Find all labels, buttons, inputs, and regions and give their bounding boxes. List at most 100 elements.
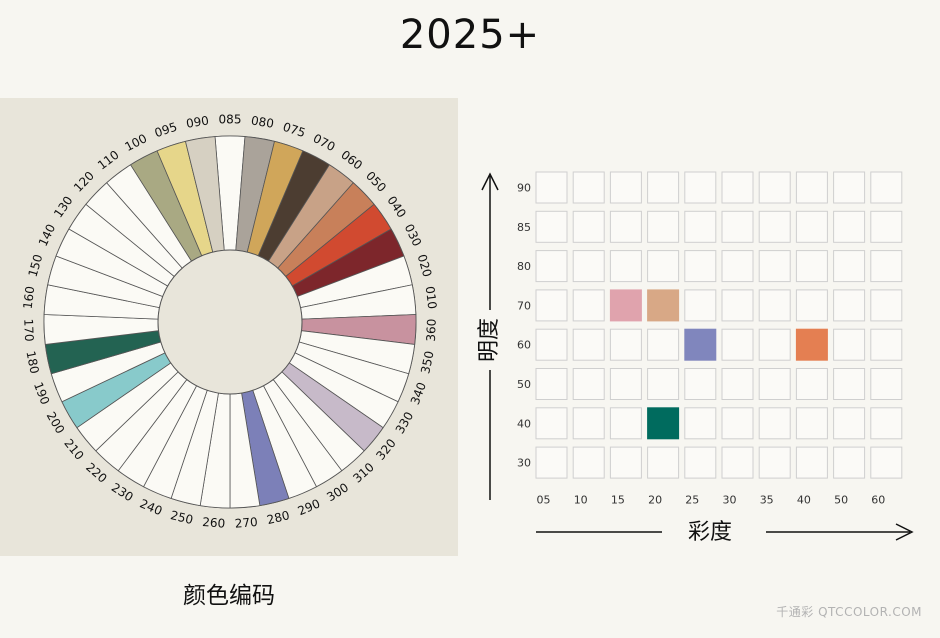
wheel-label-085: 085 [219,113,242,127]
matrix-cell [535,446,568,479]
wheel-label-210: 210 [61,436,86,463]
matrix-cell [833,328,866,361]
matrix-cell [609,210,642,243]
wheel-label-200: 200 [44,409,68,436]
matrix-cell [870,446,903,479]
matrix-cell [721,171,754,204]
matrix-cell [795,446,828,479]
wheel-label-340: 340 [408,380,429,406]
matrix-cell [721,446,754,479]
page-title: 2025+ [399,12,541,58]
x-tick-30: 30 [723,493,737,506]
x-tick-20: 20 [648,493,662,506]
wheel-label-190: 190 [31,380,52,406]
y-tick-80: 80 [517,260,531,273]
x-tick-50: 50 [834,493,848,506]
matrix-cell [572,407,605,440]
matrix-cell [833,289,866,322]
x-tick-40: 40 [797,493,811,506]
matrix-cell [721,250,754,283]
wheel-label-150: 150 [26,253,46,279]
wheel-label-120: 120 [71,169,97,195]
wheel-label-130: 130 [51,194,76,221]
matrix-cell [758,250,791,283]
wheel-label-320: 320 [373,436,398,463]
matrix-cell-filled [609,289,642,322]
matrix-cell [647,446,680,479]
matrix-cell [870,289,903,322]
matrix-cell [795,368,828,400]
wheel-label-220: 220 [83,460,109,486]
wheel-label-090: 090 [185,113,210,130]
x-tick-10: 10 [574,493,588,506]
matrix-cell [721,210,754,243]
matrix-cell [609,171,642,204]
matrix-cell [572,210,605,243]
wheel-label-240: 240 [138,496,165,518]
matrix-cell [795,250,828,283]
wheel-label-260: 260 [202,515,226,531]
matrix-cell [684,407,717,440]
y-tick-60: 60 [517,339,531,352]
matrix-cell [535,368,568,400]
wheel-label-170: 170 [21,318,36,341]
matrix-cell [795,289,828,322]
wheel-label-350: 350 [418,350,436,375]
matrix-cell [572,328,605,361]
matrix-cell [870,210,903,243]
matrix-cell [870,171,903,204]
matrix-cell [684,289,717,322]
matrix-cell [647,171,680,204]
y-tick-50: 50 [517,378,531,391]
x-tick-35: 35 [760,493,774,506]
x-tick-25: 25 [685,493,699,506]
matrix-cell [758,328,791,361]
chroma-value-matrix: 明度 彩度 90 85 80 70 60 50 40 30 05 10 15 20 25 30 35 40 50 60 [470,160,930,560]
y-axis-arrow [481,172,499,191]
matrix-cell [870,407,903,440]
matrix-cell [684,250,717,283]
wheel-label-290: 290 [296,496,323,518]
matrix-cell [758,171,791,204]
matrix-cell [721,368,754,400]
wheel-caption: 颜色编码 [183,583,275,609]
wheel-label-180: 180 [23,350,41,375]
matrix-cell [833,446,866,479]
wheel-label-160: 160 [21,285,38,309]
matrix-cell [758,446,791,479]
wheel-label-300: 300 [324,480,351,504]
matrix-cell [870,328,903,361]
y-tick-30: 30 [517,457,531,470]
matrix-cell [684,210,717,243]
x-axis-arrow [895,523,914,541]
matrix-cell [535,328,568,361]
matrix-cell [833,407,866,440]
x-tick-60: 60 [871,493,885,506]
matrix-cell [609,328,642,361]
matrix-cell [647,210,680,243]
wheel-label-310: 310 [350,460,376,486]
wheel-label-075: 075 [281,120,307,141]
matrix-cell [795,407,828,440]
x-tick-15: 15 [611,493,625,506]
color-code-wheel-panel: 085 080 075 070 060 050 040 030 020 010 360 350 340 3… [0,98,458,556]
matrix-cell-filled [684,328,717,361]
wheel-label-100: 100 [122,131,149,154]
matrix-cell [758,407,791,440]
wheel-label-110: 110 [95,148,122,173]
wheel-label-270: 270 [234,515,258,531]
matrix-cell-filled [795,328,828,361]
matrix-cell [833,210,866,243]
wheel-label-040: 040 [384,194,409,221]
matrix-cell-filled [647,289,680,322]
wheel-label-095: 095 [153,120,179,141]
x-axis-label: 彩度 [688,520,732,545]
matrix-cell [870,250,903,283]
matrix-cell [758,289,791,322]
matrix-cell [758,210,791,243]
wheel-center [157,249,303,395]
matrix-cell [535,250,568,283]
matrix-cell-filled [647,407,680,440]
matrix-cell [684,171,717,204]
